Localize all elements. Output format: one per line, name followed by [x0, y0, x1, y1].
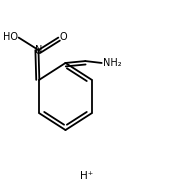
- Text: N: N: [35, 45, 42, 55]
- Text: NH₂: NH₂: [103, 58, 121, 68]
- Text: O: O: [59, 32, 67, 42]
- Text: HO: HO: [3, 32, 18, 42]
- Text: H⁺: H⁺: [80, 171, 93, 181]
